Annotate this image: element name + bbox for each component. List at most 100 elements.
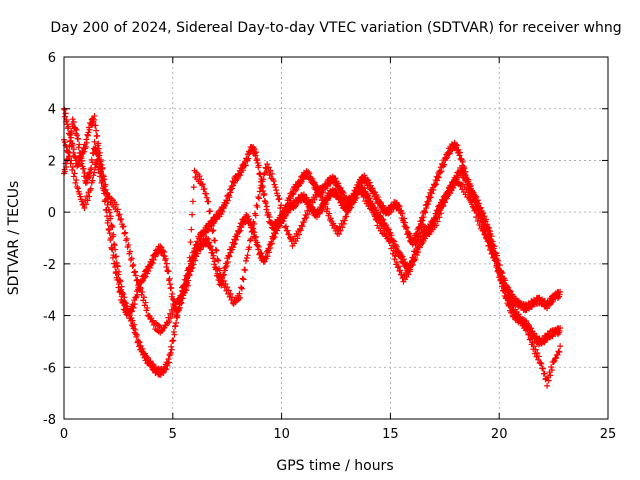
y-tick-label: -2 (43, 258, 56, 273)
data-point (372, 189, 379, 196)
data-point (187, 239, 194, 246)
data-point (474, 197, 481, 204)
data-point (125, 242, 132, 249)
data-point (257, 185, 264, 192)
data-point (78, 157, 85, 164)
data-point (227, 290, 234, 297)
data-point (527, 335, 534, 342)
data-point (415, 249, 422, 256)
data-point (265, 164, 272, 171)
data-point (441, 161, 448, 168)
data-point (249, 228, 256, 235)
data-point (538, 360, 545, 367)
data-point (97, 170, 104, 177)
data-point (313, 182, 320, 189)
data-point (292, 187, 299, 194)
data-point (453, 141, 460, 148)
data-point (274, 192, 281, 199)
data-point (69, 142, 76, 149)
data-point (266, 214, 273, 221)
data-point (70, 146, 77, 153)
data-point (445, 151, 452, 158)
data-point (422, 209, 429, 216)
data-point (86, 193, 93, 200)
data-point (90, 172, 97, 179)
data-point (271, 234, 278, 241)
data-point (506, 293, 513, 300)
data-point (237, 172, 244, 179)
data-point (416, 244, 423, 251)
data-point (459, 158, 466, 165)
data-point (481, 213, 488, 220)
data-point (169, 295, 176, 302)
data-point (268, 240, 275, 247)
data-point (318, 191, 325, 198)
data-point (390, 247, 397, 254)
data-point (152, 253, 159, 260)
data-point (207, 218, 214, 225)
data-point (491, 257, 498, 264)
data-point (266, 249, 273, 256)
data-point (204, 226, 211, 233)
data-point (117, 216, 124, 223)
data-point (282, 224, 289, 231)
data-point (406, 230, 413, 237)
data-point (341, 217, 348, 224)
data-point (324, 205, 331, 212)
series-track-c (61, 136, 564, 389)
data-point (414, 240, 421, 247)
data-point (116, 211, 123, 218)
data-point (73, 126, 80, 133)
plot-frame (63, 56, 609, 420)
data-point (466, 195, 473, 202)
data-point (557, 343, 564, 350)
data-point (319, 206, 326, 213)
data-point (205, 226, 212, 233)
data-point (102, 197, 109, 204)
data-point (216, 267, 223, 274)
data-point (472, 192, 479, 199)
data-point (92, 161, 99, 168)
data-point (414, 252, 421, 259)
data-point (281, 215, 288, 222)
data-point (501, 281, 508, 288)
data-point (120, 299, 127, 306)
data-point (146, 264, 153, 271)
data-point (242, 162, 249, 169)
data-point (273, 187, 280, 194)
data-point (344, 209, 351, 216)
data-point (114, 276, 121, 283)
data-point (377, 199, 384, 206)
data-point (285, 209, 292, 216)
data-point (548, 364, 555, 371)
data-point (408, 261, 415, 268)
data-point (91, 138, 98, 145)
data-point (351, 195, 358, 202)
data-point (144, 270, 151, 277)
data-point (482, 234, 489, 241)
data-point (209, 249, 216, 256)
data-point (313, 214, 320, 221)
data-point (557, 324, 564, 331)
data-point (401, 256, 407, 263)
data-point (61, 139, 68, 146)
data-point (514, 297, 521, 304)
data-point (82, 180, 89, 187)
data-point (430, 187, 437, 194)
data-point (106, 209, 113, 216)
data-point (226, 194, 233, 201)
data-point (380, 216, 387, 223)
data-point (256, 188, 263, 195)
data-point (353, 191, 360, 198)
data-point (258, 182, 265, 189)
data-point (276, 195, 283, 202)
data-point (69, 116, 76, 123)
data-point (239, 275, 246, 282)
data-point (165, 268, 172, 275)
x-tick-label: 15 (382, 427, 399, 442)
data-point (225, 287, 232, 294)
data-point (173, 319, 180, 326)
data-point (486, 239, 493, 246)
data-point (100, 183, 107, 190)
data-point (504, 289, 511, 296)
